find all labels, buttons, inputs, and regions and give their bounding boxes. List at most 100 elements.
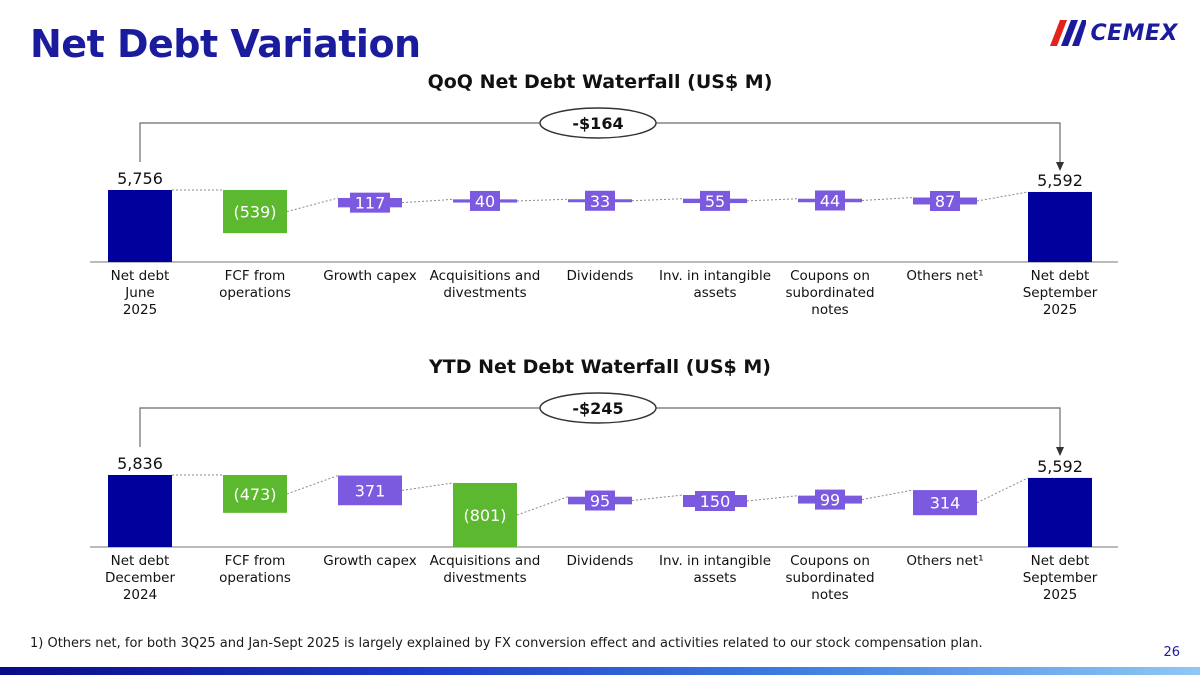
category-label: Net debt — [1031, 553, 1090, 569]
category-label: assets — [694, 570, 737, 586]
change-bubble — [539, 107, 657, 139]
value-label-box — [350, 192, 390, 213]
connector-line — [401, 198, 454, 204]
category-label: subordinated — [785, 285, 874, 301]
bar-value-label: (801) — [463, 506, 506, 525]
connector-line — [286, 475, 339, 495]
bar-value-label: 99 — [820, 491, 840, 510]
connector-line — [976, 477, 1029, 504]
category-label: divestments — [443, 570, 526, 586]
category-label: notes — [811, 587, 848, 603]
bar-value-label: 33 — [590, 192, 610, 211]
category-label: Growth capex — [323, 268, 416, 284]
category-label: Net debt — [111, 553, 170, 569]
bar-value-label: (539) — [233, 203, 276, 222]
category-label: notes — [811, 302, 848, 318]
category-label: 2025 — [123, 302, 157, 318]
bar-value-label: 150 — [700, 492, 731, 511]
category-label: operations — [219, 570, 291, 586]
bar-value-label: 5,756 — [117, 169, 163, 188]
value-label-box — [455, 505, 515, 526]
waterfall-svg: QoQ Net Debt Waterfall (US$ M) -$164 5,756… — [90, 71, 1118, 318]
change-label: -$164 — [572, 114, 623, 133]
waterfall-bar — [1028, 477, 1092, 547]
page-number: 26 — [1163, 645, 1180, 660]
bar-value-label: 40 — [475, 192, 495, 211]
page-title: Net Debt Variation — [30, 22, 421, 66]
category-label: assets — [694, 285, 737, 301]
bar-value-label: 5,592 — [1037, 457, 1083, 476]
change-label: -$245 — [572, 399, 623, 418]
bar-value-label: 44 — [820, 191, 840, 210]
category-label: Others net¹ — [906, 553, 983, 569]
category-label: FCF from — [225, 553, 286, 569]
category-label: September — [1023, 285, 1098, 301]
bar-value-label: (473) — [233, 485, 276, 504]
connector-line — [401, 482, 454, 491]
category-label: Inv. in intangible — [659, 268, 771, 284]
value-label-box — [585, 190, 615, 211]
bar-value-label: 55 — [705, 192, 725, 211]
chart-title: QoQ Net Debt Waterfall (US$ M) — [428, 71, 773, 93]
connector-line — [631, 198, 684, 202]
category-label: Dividends — [567, 553, 634, 569]
category-label: Coupons on — [790, 268, 870, 284]
value-label-box — [695, 491, 735, 512]
logo-text: CEMEX — [1090, 20, 1178, 46]
value-label-box — [225, 201, 285, 222]
connector-line — [746, 198, 799, 202]
bar-value-label: 5,836 — [117, 454, 163, 473]
category-label: subordinated — [785, 570, 874, 586]
category-label: September — [1023, 570, 1098, 586]
category-label: 2025 — [1043, 302, 1077, 318]
connector-line — [746, 495, 799, 502]
category-label: Net debt — [1031, 268, 1090, 284]
connector-line — [861, 197, 914, 201]
category-label: Inv. in intangible — [659, 553, 771, 569]
chart-title: YTD Net Debt Waterfall (US$ M) — [428, 356, 771, 378]
category-label: Growth capex — [323, 553, 416, 569]
bar-value-label: 371 — [355, 481, 386, 500]
value-label-box — [585, 490, 615, 511]
waterfall-svg: YTD Net Debt Waterfall (US$ M) -$245 5,836… — [90, 356, 1118, 603]
value-label-box — [925, 492, 965, 513]
value-label-box — [470, 190, 500, 211]
category-label: Acquisitions and — [430, 553, 541, 569]
bar-value-label: 117 — [355, 194, 386, 213]
category-label: Coupons on — [790, 553, 870, 569]
bar-value-label: 314 — [930, 494, 961, 513]
connector-line — [286, 197, 339, 213]
value-label-box — [700, 190, 730, 211]
value-label-box — [930, 190, 960, 211]
connector-line — [516, 496, 569, 516]
category-label: December — [105, 570, 175, 586]
category-label: FCF from — [225, 268, 286, 284]
connector-line — [631, 494, 684, 502]
waterfall-bar — [108, 190, 172, 262]
ytd-waterfall-chart: YTD Net Debt Waterfall (US$ M) -$245 5,836… — [0, 345, 1200, 615]
bracket-arrow-icon — [1056, 447, 1064, 456]
connector-line — [516, 198, 569, 202]
bracket-arrow-icon — [1056, 162, 1064, 171]
waterfall-bar — [1028, 191, 1092, 262]
bar-value-label: 95 — [590, 492, 610, 511]
value-label-box — [815, 489, 845, 510]
footnote: 1) Others net, for both 3Q25 and Jan-Sep… — [30, 636, 983, 651]
value-label-box — [350, 480, 390, 501]
category-label: 2024 — [123, 587, 157, 603]
bar-value-label: 87 — [935, 192, 955, 211]
category-label: Others net¹ — [906, 268, 983, 284]
change-bubble — [539, 392, 657, 424]
category-label: 2025 — [1043, 587, 1077, 603]
category-label: June — [124, 285, 154, 301]
value-label-box — [815, 190, 845, 211]
connector-line — [861, 489, 914, 501]
category-label: divestments — [443, 285, 526, 301]
category-label: Net debt — [111, 268, 170, 284]
cemex-logo: CEMEX — [1050, 20, 1178, 46]
category-label: operations — [219, 285, 291, 301]
category-label: Dividends — [567, 268, 634, 284]
qoq-waterfall-chart: QoQ Net Debt Waterfall (US$ M) -$164 5,756… — [0, 60, 1200, 330]
value-label-box — [225, 483, 285, 504]
waterfall-bar — [108, 475, 172, 547]
